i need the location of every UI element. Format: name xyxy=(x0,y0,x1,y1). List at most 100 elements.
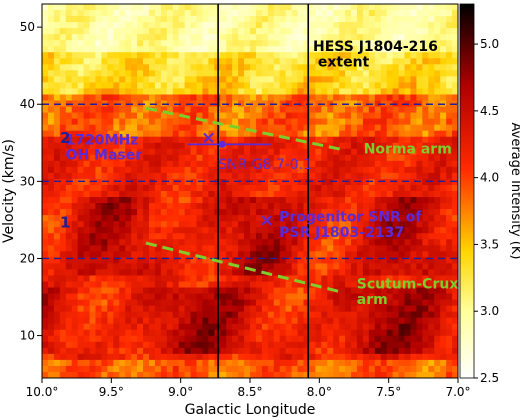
heatmap-cell xyxy=(59,191,67,198)
heatmap-cell xyxy=(184,58,192,65)
heatmap-cell xyxy=(89,353,97,361)
heatmap-cell xyxy=(53,112,61,120)
heatmap-cell xyxy=(166,70,174,77)
heatmap-cell xyxy=(327,130,334,138)
heatmap-cell xyxy=(71,40,79,47)
heatmap-cell xyxy=(148,191,156,198)
heatmap-cell xyxy=(172,257,180,264)
heatmap-cell xyxy=(315,136,322,144)
heatmap-cell xyxy=(184,130,192,138)
heatmap-cell xyxy=(208,347,215,355)
heatmap-cell xyxy=(261,221,269,228)
heatmap-cell xyxy=(321,88,328,96)
heatmap-cell xyxy=(446,245,453,252)
heatmap-cell xyxy=(47,191,55,198)
heatmap-cell xyxy=(410,263,417,271)
heatmap-cell xyxy=(309,299,316,307)
heatmap-cell xyxy=(178,82,186,90)
heatmap-cell xyxy=(77,263,85,271)
heatmap-cell xyxy=(95,335,103,343)
heatmap-cell xyxy=(309,130,316,138)
heatmap-cell xyxy=(422,239,429,246)
heatmap-cell xyxy=(374,221,382,228)
heatmap-cell xyxy=(202,251,209,258)
heatmap-cell xyxy=(422,160,429,168)
heatmap-cell xyxy=(148,184,156,192)
heatmap-cell xyxy=(160,70,168,77)
heatmap-cell xyxy=(410,323,417,331)
heatmap-cell xyxy=(398,197,406,204)
heatmap-cell xyxy=(238,251,245,258)
heatmap-cell xyxy=(345,16,352,23)
heatmap-cell xyxy=(83,88,91,96)
heatmap-cell xyxy=(333,371,340,378)
colorbar-tick-label: 4.5 xyxy=(480,104,499,118)
heatmap-cell xyxy=(83,148,91,156)
heatmap-cell xyxy=(172,293,180,301)
heatmap-cell xyxy=(238,263,245,271)
heatmap-cell xyxy=(416,305,423,313)
heatmap-cell xyxy=(220,305,227,313)
velocity-band-label: 2 xyxy=(60,129,70,147)
heatmap-cell xyxy=(434,130,441,138)
heatmap-cell xyxy=(143,323,150,331)
heatmap-cell xyxy=(380,184,388,192)
heatmap-cell xyxy=(303,178,311,186)
heatmap-cell xyxy=(220,154,227,162)
heatmap-cell xyxy=(202,305,209,313)
heatmap-cell xyxy=(315,118,322,126)
heatmap-cell xyxy=(428,16,435,23)
heatmap-cell xyxy=(190,353,198,361)
heatmap-cell xyxy=(422,34,429,41)
heatmap-cell xyxy=(160,28,168,35)
heatmap-cell xyxy=(440,130,447,138)
heatmap-cell xyxy=(107,178,114,186)
heatmap-cell xyxy=(452,124,458,132)
heatmap-cell xyxy=(137,233,144,240)
colorbar-label: Average Intensity (K) xyxy=(508,123,520,260)
heatmap-cell xyxy=(154,371,162,378)
heatmap-cell xyxy=(65,365,73,373)
heatmap-cell xyxy=(416,299,423,307)
heatmap-cell xyxy=(65,28,73,35)
heatmap-cell xyxy=(428,106,435,114)
heatmap-cell xyxy=(434,335,441,343)
heatmap-cell xyxy=(368,52,376,59)
heatmap-cell xyxy=(178,227,186,234)
heatmap-cell xyxy=(172,251,180,258)
heatmap-cell xyxy=(226,305,233,313)
heatmap-cell xyxy=(291,305,299,313)
heatmap-cell xyxy=(107,323,114,331)
heatmap-cell xyxy=(89,34,97,41)
heatmap-cell xyxy=(166,281,174,289)
heatmap-cell xyxy=(303,58,311,65)
heatmap-cell xyxy=(446,197,453,204)
heatmap-cell xyxy=(297,166,305,174)
heatmap-cell xyxy=(303,28,311,35)
heatmap-cell xyxy=(71,335,79,343)
heatmap-cell xyxy=(291,359,299,367)
heatmap-cell xyxy=(238,191,245,198)
heatmap-cell xyxy=(65,148,73,156)
heatmap-cell xyxy=(309,22,316,29)
heatmap-cell xyxy=(303,221,311,228)
heatmap-cell xyxy=(351,142,358,150)
heatmap-cell xyxy=(291,22,299,29)
heatmap-cell xyxy=(434,22,441,29)
heatmap-cell xyxy=(422,94,429,102)
heatmap-cell xyxy=(154,160,162,168)
heatmap-cell xyxy=(267,311,275,319)
heatmap-cell xyxy=(273,275,281,283)
heatmap-cell xyxy=(279,22,287,29)
heatmap-cell xyxy=(196,112,204,120)
heatmap-cell xyxy=(184,160,192,168)
heatmap-cell xyxy=(113,299,120,307)
heatmap-cell xyxy=(422,263,429,271)
heatmap-cell xyxy=(255,323,263,331)
heatmap-cell xyxy=(452,371,458,378)
heatmap-cell xyxy=(368,118,376,126)
heatmap-cell xyxy=(226,239,233,246)
heatmap-cell xyxy=(279,40,287,47)
heatmap-cell xyxy=(374,239,382,246)
heatmap-cell xyxy=(446,88,453,96)
